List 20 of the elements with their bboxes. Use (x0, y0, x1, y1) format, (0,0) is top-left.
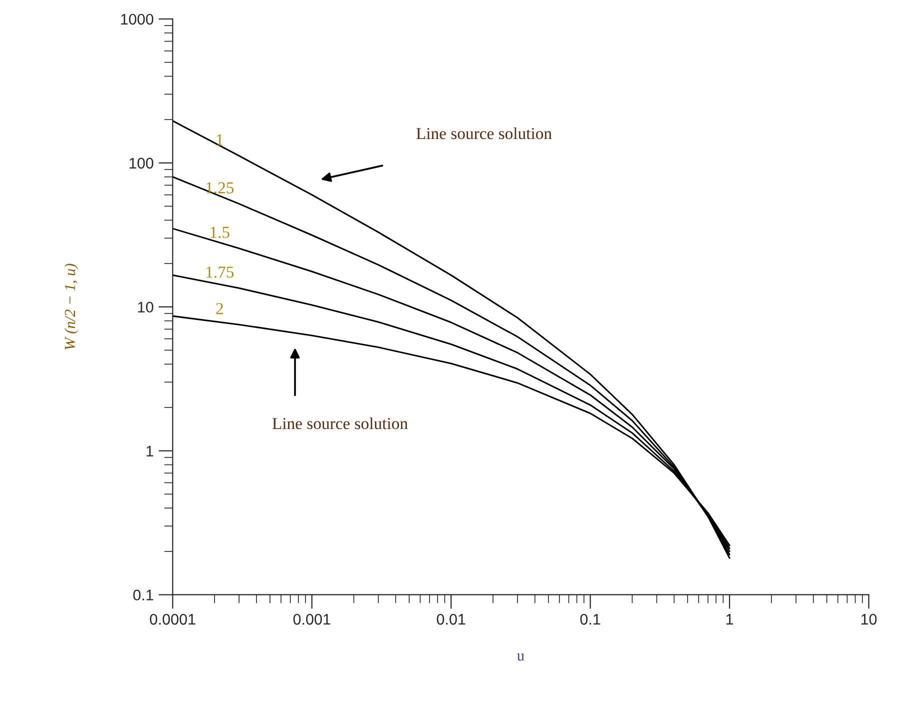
y-tick-label: 0.1 (133, 590, 154, 600)
series-label: 1 (216, 134, 223, 146)
series-label: 1.5 (210, 226, 230, 238)
x-tick-label: 0.001 (293, 614, 330, 625)
y-axis-title: W (n/2 − 1, u) (64, 264, 78, 350)
y-tick-label: 1 (146, 446, 154, 456)
annotation: Line source solution (416, 127, 552, 140)
x-tick-label: 1 (726, 614, 734, 625)
series-label: 1.75 (206, 266, 234, 278)
y-tick-label: 100 (130, 158, 154, 169)
x-tick-label: 0.1 (580, 614, 600, 625)
x-tick-label: 0.01 (436, 614, 466, 625)
series-label: 1.25 (206, 182, 234, 194)
x-tick-label: 0.0001 (150, 614, 196, 625)
x-tick-label: 10 (861, 614, 877, 625)
series-label: 2 (216, 303, 223, 314)
y-tick-label: 10 (138, 302, 154, 313)
x-axis-title: u (517, 654, 524, 661)
annotation: Line source solution (272, 417, 408, 430)
y-tick-label: 1000 (121, 14, 154, 25)
